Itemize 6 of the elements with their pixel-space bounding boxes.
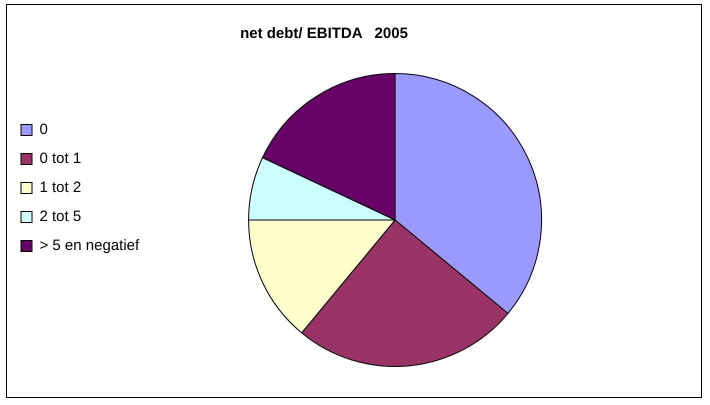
chart-title: net debt/ EBITDA 2005: [240, 25, 408, 42]
legend-label: 2 tot 5: [40, 208, 82, 226]
legend-label: 0 tot 1: [40, 150, 82, 168]
legend-label: > 5 en negatief: [40, 237, 140, 254]
legend-label: 1 tot 2: [40, 179, 82, 196]
legend-label: 0: [40, 121, 48, 138]
